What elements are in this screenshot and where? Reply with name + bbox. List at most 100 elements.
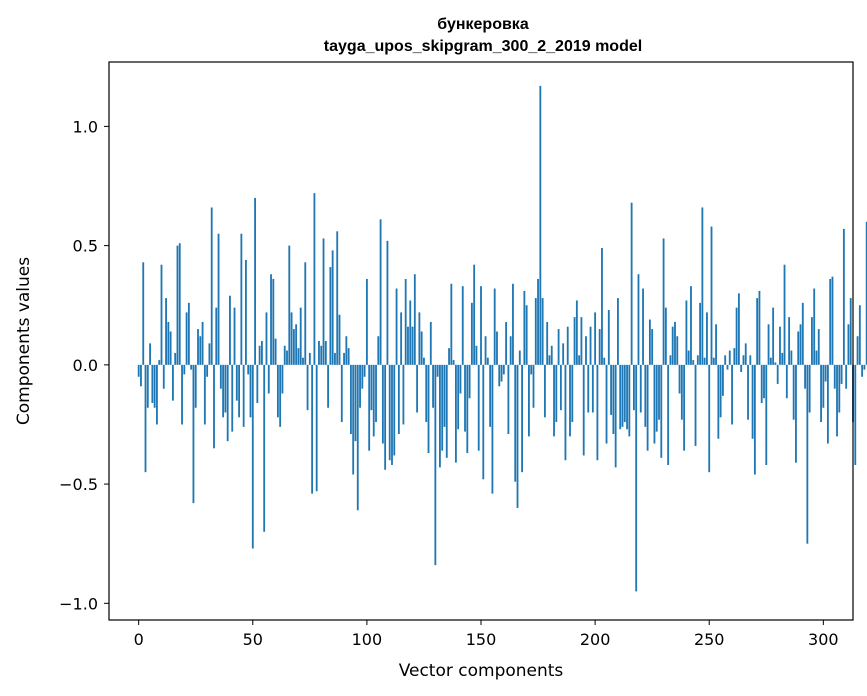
chart-title: бункеровка [437, 16, 529, 33]
bar-49 [249, 364, 252, 418]
bar-116 [402, 364, 405, 425]
bar-129 [432, 364, 434, 408]
bar-130 [434, 364, 437, 566]
bar-64 [283, 345, 286, 365]
bar-132 [439, 364, 441, 468]
bar-45 [240, 233, 243, 365]
bar-268 [749, 355, 752, 365]
bar-53 [258, 345, 261, 365]
bar-239 [683, 364, 686, 451]
bar-87 [336, 231, 339, 365]
bar-113 [395, 288, 398, 365]
bar-95 [354, 364, 357, 442]
bar-33 [213, 364, 215, 449]
bar-42 [233, 307, 236, 365]
bar-106 [379, 219, 382, 365]
bar-254 [717, 364, 720, 439]
bar-85 [331, 250, 334, 365]
bar-158 [498, 364, 501, 387]
x-axis-label: Vector components [399, 661, 564, 681]
bar-152 [484, 336, 487, 365]
bar-191 [573, 317, 576, 365]
bar-184 [557, 329, 560, 365]
bar-310 [845, 364, 848, 389]
bar-13 [167, 321, 170, 365]
bar-211 [619, 364, 622, 430]
bar-194 [580, 317, 583, 365]
bar-183 [555, 364, 558, 423]
bar-25 [194, 364, 197, 408]
bar-278 [772, 307, 775, 365]
bar-91 [345, 336, 348, 365]
bar-168 [521, 364, 523, 473]
bar-122 [416, 364, 419, 413]
bar-146 [470, 302, 473, 365]
x-tick-label: 0 [134, 630, 144, 649]
bar-74 [306, 364, 309, 411]
chart-subtitle: tayga_upos_skipgram_300_2_2019 model [324, 38, 642, 55]
bars-group [137, 85, 867, 592]
bar-44 [238, 364, 240, 418]
bar-274 [763, 364, 765, 399]
bar-172 [530, 364, 533, 375]
bar-173 [532, 364, 535, 408]
bar-220 [639, 364, 642, 413]
bar-37 [222, 364, 225, 418]
bar-156 [493, 288, 496, 365]
bar-22 [187, 302, 190, 365]
y-axis-label: Components values [14, 257, 34, 425]
bar-8 [156, 364, 158, 425]
bar-111 [391, 364, 393, 465]
bar-174 [534, 298, 537, 365]
bar-240 [685, 300, 688, 365]
bar-222 [644, 364, 647, 427]
bar-200 [594, 312, 597, 365]
bar-105 [377, 336, 380, 365]
bar-297 [815, 350, 818, 365]
bar-16 [174, 352, 177, 365]
bar-175 [537, 279, 539, 365]
bar-224 [648, 319, 651, 365]
bar-205 [605, 364, 608, 444]
bar-86 [334, 352, 336, 365]
bar-57 [267, 364, 270, 394]
bar-219 [637, 274, 640, 365]
bar-298 [817, 329, 820, 365]
bar-3 [144, 364, 147, 473]
bar-142 [461, 286, 464, 365]
bar-176 [539, 85, 542, 365]
bar-17 [176, 245, 179, 365]
bar-199 [591, 364, 594, 413]
y-tick-label: 1.0 [73, 117, 98, 136]
bar-131 [436, 364, 439, 377]
bar-88 [338, 314, 341, 365]
bar-102 [370, 364, 373, 411]
bar-21 [185, 312, 188, 365]
bar-43 [235, 364, 238, 401]
bar-109 [386, 240, 389, 365]
bar-231 [664, 307, 667, 365]
y-tick-label: 0.0 [73, 356, 98, 375]
bar-163 [509, 336, 512, 365]
bar-140 [457, 364, 460, 430]
bar-314 [854, 364, 857, 465]
bar-170 [525, 305, 528, 365]
bar-223 [646, 364, 649, 451]
bar-210 [617, 298, 619, 365]
bar-215 [628, 364, 631, 437]
bar-312 [849, 298, 852, 365]
bar-94 [352, 364, 355, 475]
bar-32 [210, 207, 213, 365]
bar-150 [480, 286, 482, 365]
bar-271 [756, 298, 759, 365]
bar-264 [740, 364, 743, 372]
bar-285 [788, 317, 791, 365]
bar-141 [459, 364, 462, 394]
bar-246 [699, 302, 702, 365]
bar-212 [621, 364, 624, 427]
bar-157 [496, 331, 498, 365]
bar-68 [292, 329, 295, 365]
bar-273 [760, 364, 763, 403]
bar-20 [183, 364, 186, 375]
